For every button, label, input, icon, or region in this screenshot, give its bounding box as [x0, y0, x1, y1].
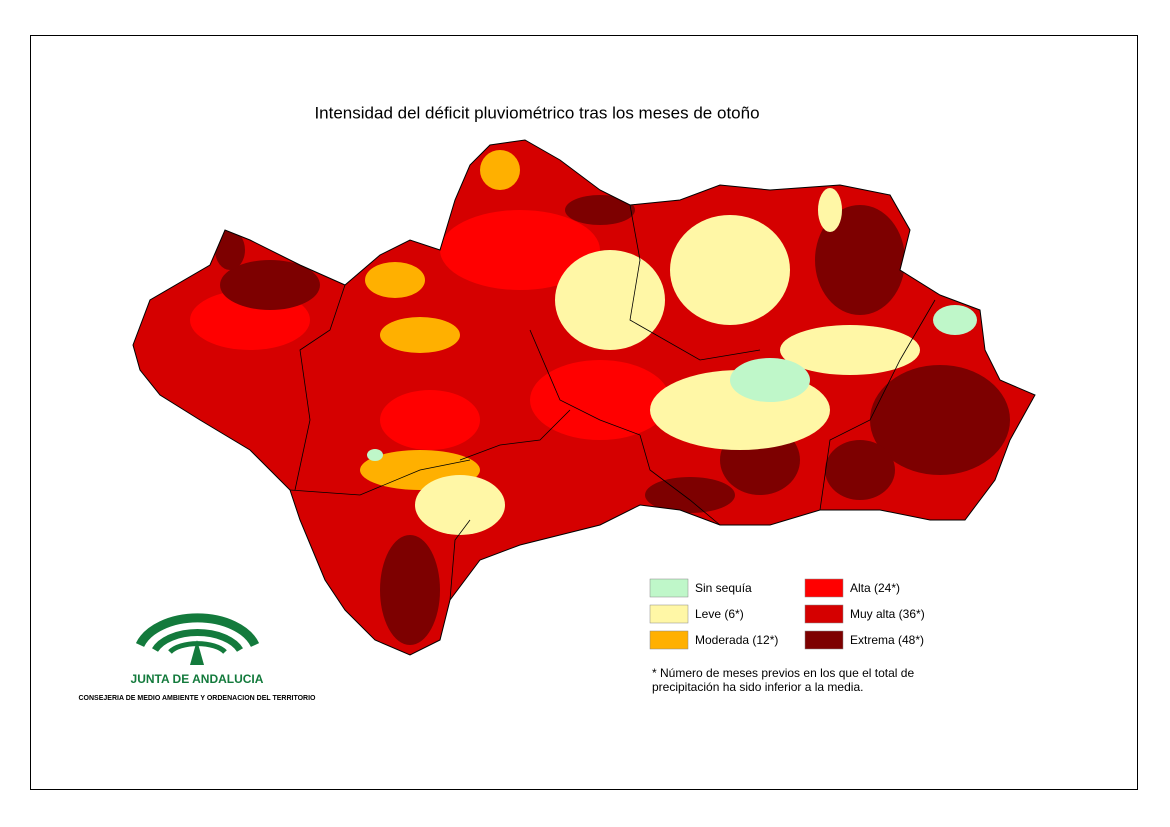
map-zone	[480, 150, 520, 190]
map-zone	[555, 250, 665, 350]
footnote: precipitación ha sido inferior a la medi…	[652, 680, 863, 694]
map-zone	[815, 205, 905, 315]
map-zone	[825, 440, 895, 500]
map-zone	[380, 317, 460, 353]
map-zone	[220, 260, 320, 310]
map-zone	[440, 210, 600, 290]
map-zone	[818, 188, 842, 232]
legend-label: Moderada (12*)	[695, 633, 778, 647]
map-zone	[367, 449, 383, 461]
map-zone	[415, 475, 505, 535]
map-zone	[365, 262, 425, 298]
map-zone	[530, 360, 670, 440]
province-borders	[289, 204, 936, 601]
legend-label: Sin sequía	[695, 581, 752, 595]
footnote: * Número de meses previos en los que el …	[652, 666, 914, 680]
map-zone	[933, 305, 977, 335]
legend-swatch	[649, 630, 689, 650]
legend-label: Alta (24*)	[850, 581, 900, 595]
legend: Sin sequía Leve (6*) Moderada (12*) Alta (2…	[649, 578, 925, 650]
map-zone	[780, 325, 920, 375]
map-zone	[215, 230, 245, 270]
map-zone	[565, 195, 635, 225]
map-zone	[730, 358, 810, 402]
map	[133, 140, 1035, 655]
legend-label: Leve (6*)	[695, 607, 744, 621]
map-zone	[870, 365, 1010, 475]
legend-swatch	[649, 604, 689, 624]
map-zone	[645, 477, 735, 513]
legend-swatch	[804, 630, 844, 650]
map-zone	[670, 215, 790, 325]
logo: JUNTA DE ANDALUCIA CONSEJERIA DE MEDIO A…	[79, 613, 317, 702]
legend-label: Muy alta (36*)	[850, 607, 925, 621]
logo-department: CONSEJERIA DE MEDIO AMBIENTE Y ORDENACIO…	[79, 695, 317, 702]
legend-swatch	[804, 604, 844, 624]
legend-label: Extrema (48*)	[850, 633, 924, 647]
legend-swatch	[649, 578, 689, 598]
frame	[30, 35, 1138, 790]
logo-name: JUNTA DE ANDALUCIA	[131, 672, 264, 686]
map-zone	[380, 535, 440, 645]
legend-swatch	[804, 578, 844, 598]
map-title: Intensidad del déficit pluviométrico tra…	[314, 103, 759, 122]
region-outline	[132, 139, 1036, 656]
map-zone	[380, 390, 480, 450]
